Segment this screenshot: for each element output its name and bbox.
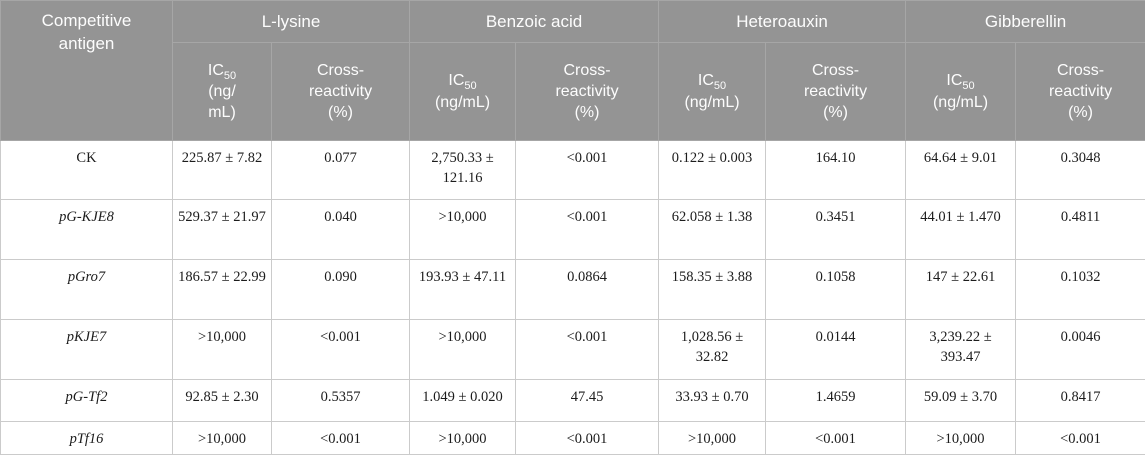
table-row-pgro7: pGro7 186.57 ± 22.99 0.090 193.93 ± 47.1… [0, 259, 1145, 320]
row-label: pTf16 [0, 421, 173, 455]
data-cell: 0.040 [271, 199, 410, 260]
row-label: pKJE7 [0, 319, 173, 380]
data-cell: 64.64 ± 9.01 [905, 140, 1017, 200]
subheader-l-lysine-ic50: IC50 (ng/ mL) [172, 42, 272, 141]
data-cell: >10,000 [658, 421, 767, 455]
data-cell: 0.3048 [1015, 140, 1145, 200]
data-cell: 164.10 [765, 140, 907, 200]
ic50-label: IC [946, 72, 963, 90]
data-cell: 0.8417 [1015, 379, 1145, 422]
group-header-gibberellin: Gibberellin [905, 0, 1145, 43]
data-cell: 0.5357 [271, 379, 410, 422]
ic50-unit: (ng/mL) [684, 93, 740, 111]
data-cell: 92.85 ± 2.30 [172, 379, 272, 422]
ic50-subscript: 50 [962, 80, 975, 93]
ic50-unit: (ng/ mL) [208, 82, 236, 122]
data-cell: 225.87 ± 7.82 [172, 140, 272, 200]
data-cell: 0.122 ± 0.003 [658, 140, 767, 200]
corner-header-competitive-antigen: Competitive antigen [0, 0, 173, 141]
data-cell: 0.0144 [765, 319, 907, 380]
ic50-subscript: 50 [464, 80, 477, 93]
data-cell: 0.1058 [765, 259, 907, 320]
subheader-gibberellin-ic50: IC50 (ng/mL) [905, 42, 1017, 141]
ic50-subscript: 50 [713, 80, 727, 93]
data-cell: 2,750.33 ± 121.16 [409, 140, 516, 200]
data-cell: <0.001 [514, 421, 660, 455]
data-cell: >10,000 [409, 319, 516, 380]
data-cell: 0.4811 [1015, 199, 1145, 260]
data-cell: >10,000 [409, 421, 516, 455]
ic50-label: IC [448, 72, 465, 90]
data-cell: 0.077 [271, 140, 410, 200]
table-row-ptf16: pTf16 >10,000 <0.001 >10,000 <0.001 >10,… [0, 421, 1145, 455]
header-group-row: Competitive antigen L-lysine Benzoic aci… [0, 0, 1145, 141]
row-label: pG-Tf2 [0, 379, 173, 422]
data-cell: 1,028.56 ± 32.82 [658, 319, 767, 380]
data-cell: <0.001 [514, 140, 660, 200]
data-cell: 3,239.22 ± 393.47 [905, 319, 1017, 380]
ic50-unit: (ng/mL) [932, 93, 989, 111]
header-sub-row: IC50 (ng/ mL) Cross- reactivity (%) IC50(… [1, 42, 1145, 141]
subheader-benzoic-acid-ic50: IC50 (ng/mL) [409, 42, 516, 141]
data-cell: 33.93 ± 0.70 [658, 379, 767, 422]
subheader-heteroauxin-ic50: IC50 (ng/mL) [658, 42, 767, 141]
data-cell: 193.93 ± 47.11 [409, 259, 516, 320]
row-label: CK [0, 140, 173, 200]
data-cell: 0.1032 [1015, 259, 1145, 320]
subheader-gibberellin-cross-reactivity: Cross- reactivity (%) [1015, 42, 1145, 141]
data-cell: 158.35 ± 3.88 [658, 259, 767, 320]
data-cell: 1.4659 [765, 379, 907, 422]
data-cell: 0.0864 [514, 259, 660, 320]
table-row-pg-kje8: pG-KJE8 529.37 ± 21.97 0.040 >10,000 <0.… [0, 199, 1145, 260]
data-cell: <0.001 [271, 319, 410, 380]
data-cell: 0.0046 [1015, 319, 1145, 380]
ic50-subscript: 50 [223, 70, 237, 83]
subheader-l-lysine-cross-reactivity: Cross- reactivity (%) [271, 42, 410, 141]
data-cell: <0.001 [765, 421, 907, 455]
data-cell: <0.001 [514, 199, 660, 260]
group-header-benzoic-acid: Benzoic acid [408, 0, 660, 43]
data-cell: >10,000 [172, 319, 272, 380]
data-cell: <0.001 [271, 421, 410, 455]
row-label: pGro7 [0, 259, 173, 320]
data-cell: >10,000 [905, 421, 1017, 455]
row-label: pG-KJE8 [0, 199, 173, 260]
table-row-ck: CK 225.87 ± 7.82 0.077 2,750.33 ± 121.16… [0, 140, 1145, 200]
subheader-benzoic-acid-cross-reactivity: Cross- reactivity (%) [514, 42, 660, 141]
data-cell: 529.37 ± 21.97 [172, 199, 272, 260]
data-cell: 62.058 ± 1.38 [658, 199, 767, 260]
data-cell: 0.090 [271, 259, 410, 320]
ic50-unit: (ng/mL) [434, 93, 491, 111]
table-row-pkje7: pKJE7 >10,000 <0.001 >10,000 <0.001 1,02… [0, 319, 1145, 380]
data-cell: 186.57 ± 22.99 [172, 259, 272, 320]
subheader-heteroauxin-cross-reactivity: Cross- reactivity (%) [765, 42, 907, 141]
data-cell: <0.001 [514, 319, 660, 380]
data-cell: 1.049 ± 0.020 [409, 379, 516, 422]
data-cell: 59.09 ± 3.70 [905, 379, 1017, 422]
ic50-label: IC [697, 72, 714, 90]
ic50-label: IC [207, 61, 224, 79]
group-header-l-lysine: L-lysine [172, 0, 410, 43]
table-row-pg-tf2: pG-Tf2 92.85 ± 2.30 0.5357 1.049 ± 0.020… [0, 379, 1145, 422]
data-cell: 147 ± 22.61 [905, 259, 1017, 320]
data-cell: >10,000 [172, 421, 272, 455]
data-cell: <0.001 [1015, 421, 1145, 455]
data-cell: 0.3451 [765, 199, 907, 260]
data-cell: 47.45 [514, 379, 660, 422]
data-cell: >10,000 [409, 199, 516, 260]
group-header-heteroauxin: Heteroauxin [658, 0, 907, 43]
data-cell: 44.01 ± 1.470 [905, 199, 1017, 260]
